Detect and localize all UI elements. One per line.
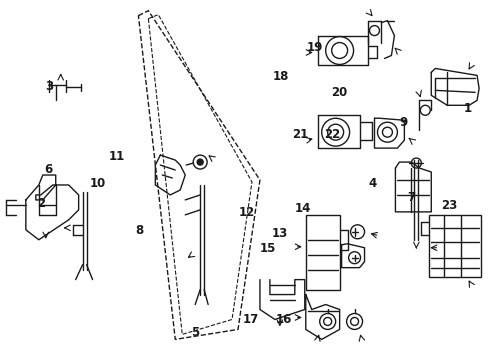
Text: 18: 18 [272, 69, 288, 82]
Circle shape [197, 159, 203, 165]
Text: 21: 21 [291, 127, 307, 141]
Text: 9: 9 [398, 116, 407, 129]
Text: 10: 10 [89, 177, 105, 190]
Text: 14: 14 [294, 202, 310, 215]
Text: 3: 3 [45, 80, 54, 93]
Text: 6: 6 [44, 163, 52, 176]
Text: 17: 17 [242, 313, 258, 327]
Text: 11: 11 [108, 150, 125, 163]
Text: 12: 12 [238, 206, 254, 219]
Text: 7: 7 [407, 192, 415, 204]
Text: 1: 1 [463, 102, 471, 115]
Text: 19: 19 [306, 41, 323, 54]
Text: 2: 2 [37, 197, 45, 210]
Text: 15: 15 [259, 242, 276, 255]
Text: 23: 23 [440, 199, 456, 212]
Text: 5: 5 [190, 326, 199, 339]
Text: 20: 20 [330, 86, 346, 99]
Text: 16: 16 [275, 313, 291, 327]
Text: 4: 4 [367, 177, 375, 190]
Text: 22: 22 [324, 127, 340, 141]
Text: 8: 8 [135, 224, 143, 237]
Text: 13: 13 [271, 227, 287, 240]
